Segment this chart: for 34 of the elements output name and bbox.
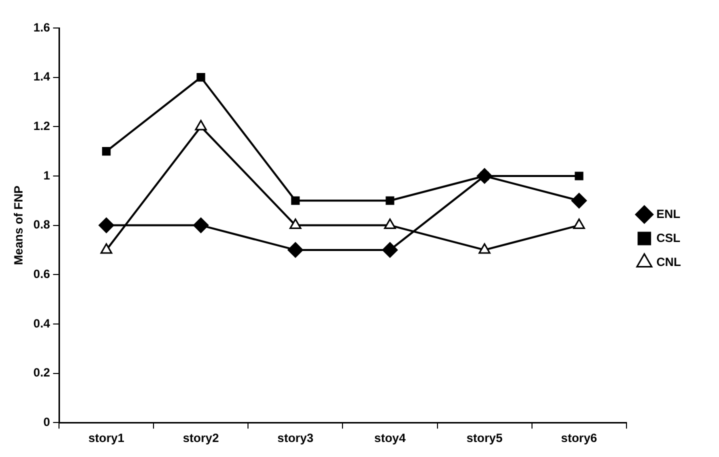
y-tick-label: 1	[43, 168, 50, 182]
y-tick-label: 0.6	[33, 266, 50, 281]
x-tick-label: story5	[466, 431, 503, 446]
point	[573, 218, 586, 230]
legend-label: ENL	[656, 206, 680, 221]
y-tick-label: 0	[43, 414, 50, 429]
y-tick-label: 1.6	[33, 20, 50, 34]
point	[102, 147, 111, 156]
point	[574, 172, 584, 180]
point	[196, 73, 206, 82]
y-tick-label: 0.2	[33, 366, 50, 380]
point	[571, 192, 587, 208]
point	[288, 242, 304, 258]
point	[382, 242, 398, 258]
y-tick-label: 0.8	[33, 218, 50, 232]
y-tick-label: 1.4	[33, 70, 50, 84]
y-tick-label: 1.2	[33, 118, 50, 133]
legend-label: CSL	[656, 230, 680, 245]
y-tick-label: 0.4	[33, 316, 50, 330]
y-axis-title: Means of FNP	[12, 186, 26, 265]
x-tick-label: story1	[88, 431, 125, 446]
x-tick-label: story6	[561, 431, 598, 446]
point	[100, 243, 112, 254]
point	[98, 218, 114, 234]
point	[193, 218, 209, 234]
legend-label: CNL	[656, 254, 682, 269]
point	[386, 196, 394, 205]
x-tick-label: stoy4	[374, 431, 406, 446]
x-tick-label: story2	[182, 431, 220, 446]
x-tick-label: story3	[277, 431, 314, 446]
point	[291, 196, 300, 205]
point	[478, 243, 490, 254]
point	[384, 218, 396, 230]
point	[289, 218, 302, 230]
